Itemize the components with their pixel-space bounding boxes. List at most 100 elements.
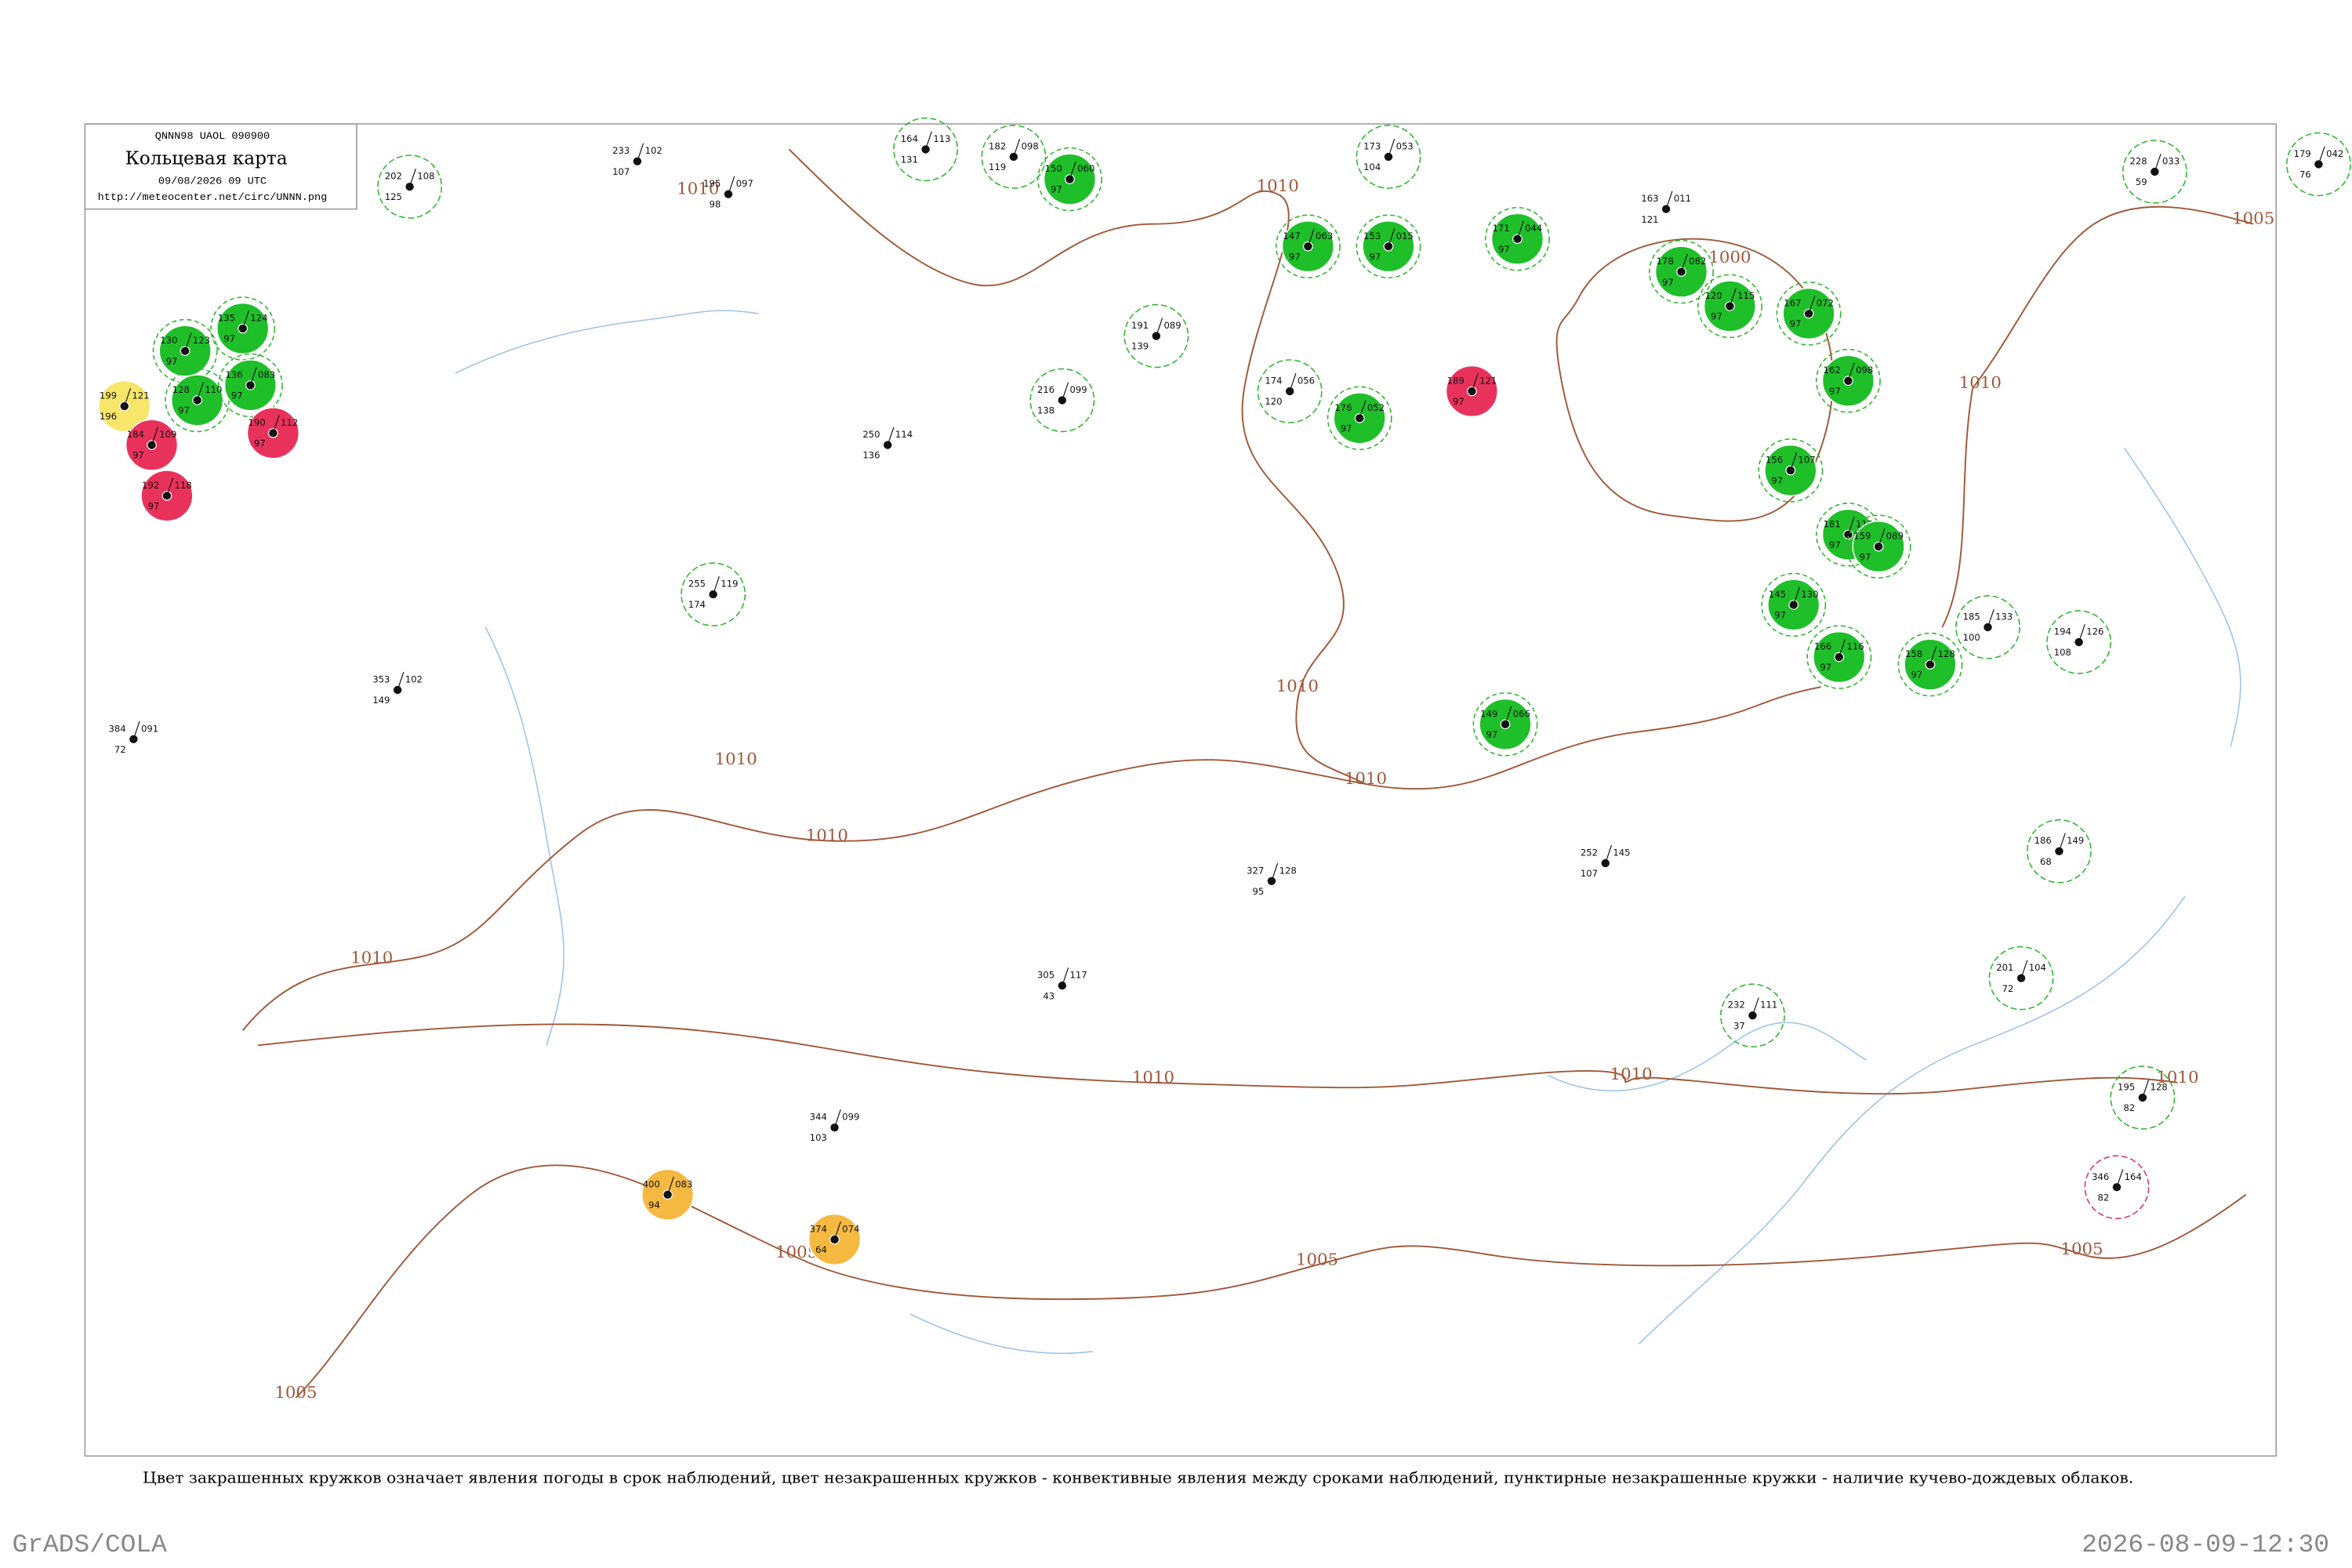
station-pressure: 128 (1279, 865, 1297, 876)
station-ring (210, 296, 276, 361)
station-dewpoint: 120 (1265, 396, 1282, 407)
station-dewpoint: 94 (648, 1200, 660, 1210)
station-dewpoint: 149 (372, 695, 390, 706)
station: 353 102 149 (372, 671, 423, 706)
wind-barb (1665, 191, 1673, 209)
station-ring (1275, 214, 1341, 279)
station-pressure: 044 (1525, 223, 1542, 234)
station-temp: 135 (218, 313, 235, 324)
station: 228 033 59 (2122, 140, 2187, 204)
wind-barb (166, 477, 174, 496)
station-pressure: 133 (1995, 612, 2013, 622)
station: 147 063 97 (1275, 214, 1341, 279)
map-frame (84, 123, 2277, 1457)
station-dewpoint: 97 (1662, 277, 1674, 288)
station-dewpoint: 97 (231, 390, 243, 401)
isobars (241, 148, 2254, 1399)
wind-barb (887, 426, 895, 445)
station-pressure: 116 (1846, 641, 1864, 652)
station-temp: 228 (2130, 156, 2147, 167)
station: 255 119 174 (681, 562, 746, 626)
river (909, 1313, 1093, 1354)
station-dewpoint: 95 (1252, 886, 1264, 897)
station-temp: 182 (989, 141, 1006, 152)
station-dewpoint: 82 (2123, 1102, 2135, 1113)
wind-barb (409, 169, 416, 187)
station: 184 109 97 (125, 419, 179, 471)
station-pressure: 083 (258, 369, 275, 380)
station-marker (1057, 395, 1068, 405)
station-temp: 327 (1247, 865, 1264, 876)
isobar-label: 1010 (2156, 1067, 2198, 1087)
station-temp: 150 (1045, 163, 1062, 174)
station-temp: 400 (643, 1178, 660, 1189)
station-ring (217, 353, 283, 418)
wind-barb (1605, 844, 1613, 864)
map-caption: Цвет закрашенных кружков означает явлени… (143, 1468, 2133, 1487)
station-dewpoint: 97 (1820, 662, 1831, 673)
station-temp: 201 (1996, 962, 2013, 973)
station-temp: 166 (1814, 641, 1831, 652)
station-ring (1761, 572, 1827, 637)
wind-barb (637, 143, 644, 162)
wind-barb (1838, 639, 1846, 658)
station-pressure: 115 (1737, 290, 1755, 301)
wind-barb (2318, 146, 2325, 165)
isobar-label: 1010 (715, 749, 757, 768)
station: 163 011 121 (1641, 191, 1691, 225)
station-temp: 374 (810, 1224, 827, 1235)
station-dewpoint: 139 (1131, 341, 1149, 352)
wind-barb (1847, 516, 1855, 535)
river (1638, 895, 2186, 1345)
station-pressure: 112 (281, 417, 298, 428)
station: 186 149 68 (2027, 818, 2092, 884)
wind-barb (2020, 960, 2028, 978)
station-pressure: 082 (1689, 256, 1706, 267)
station: 145 130 97 (1761, 572, 1827, 637)
station-marker (1873, 541, 1884, 552)
isobar-label: 1010 (806, 826, 848, 845)
header-url: http://meteocenter.net/circ/UNNN.png (98, 192, 328, 204)
wind-barb (1729, 288, 1737, 307)
wind-barb (1987, 608, 1994, 628)
wind-barb (1808, 295, 1816, 314)
station-temp: 159 (1853, 531, 1871, 542)
isobar (1941, 388, 1974, 628)
isobar (295, 1164, 2247, 1399)
station-dewpoint: 97 (1453, 396, 1465, 407)
station: 202 108 125 (377, 154, 442, 219)
wind-barb (397, 671, 405, 691)
station-marker (2054, 846, 2064, 856)
rivers (455, 310, 2241, 1354)
station-dewpoint: 37 (1733, 1020, 1745, 1031)
station-ring (1897, 632, 1963, 697)
footer-right: 2026-08-09-12:30 (2082, 1530, 2329, 1559)
wind-barb (184, 332, 192, 351)
station-ring (1356, 214, 1421, 279)
station-pressure: 130 (1801, 589, 1818, 600)
wind-barb (1359, 400, 1367, 419)
station: 192 118 97 (140, 470, 194, 522)
station: 191 089 139 (1123, 303, 1189, 368)
station-ring (1356, 125, 1421, 189)
isobar-labels: 1010 1010 1010 1010 1010 1010 1010 1010 1010 1010… (274, 176, 2274, 1402)
wind-barb (1388, 138, 1396, 158)
station-ring (377, 154, 442, 219)
river (2124, 448, 2241, 747)
wind-barb (833, 1109, 841, 1128)
station: 176 052 97 (1327, 386, 1392, 451)
station-temp: 305 (1037, 970, 1054, 981)
station-ring (1776, 281, 1842, 346)
isobar-label: 1010 (1610, 1064, 1653, 1083)
station-pressure: 015 (1396, 230, 1414, 241)
station-temp: 190 (249, 417, 266, 428)
station-temp: 176 (1334, 402, 1352, 413)
station-dewpoint: 72 (114, 744, 126, 755)
wind-barb (124, 388, 132, 407)
station-dewpoint: 97 (223, 333, 235, 344)
station-temp: 171 (1493, 223, 1510, 234)
station: 201 104 72 (1988, 946, 2054, 1011)
station-marker (1057, 980, 1068, 991)
station: 173 053 104 (1356, 125, 1421, 189)
